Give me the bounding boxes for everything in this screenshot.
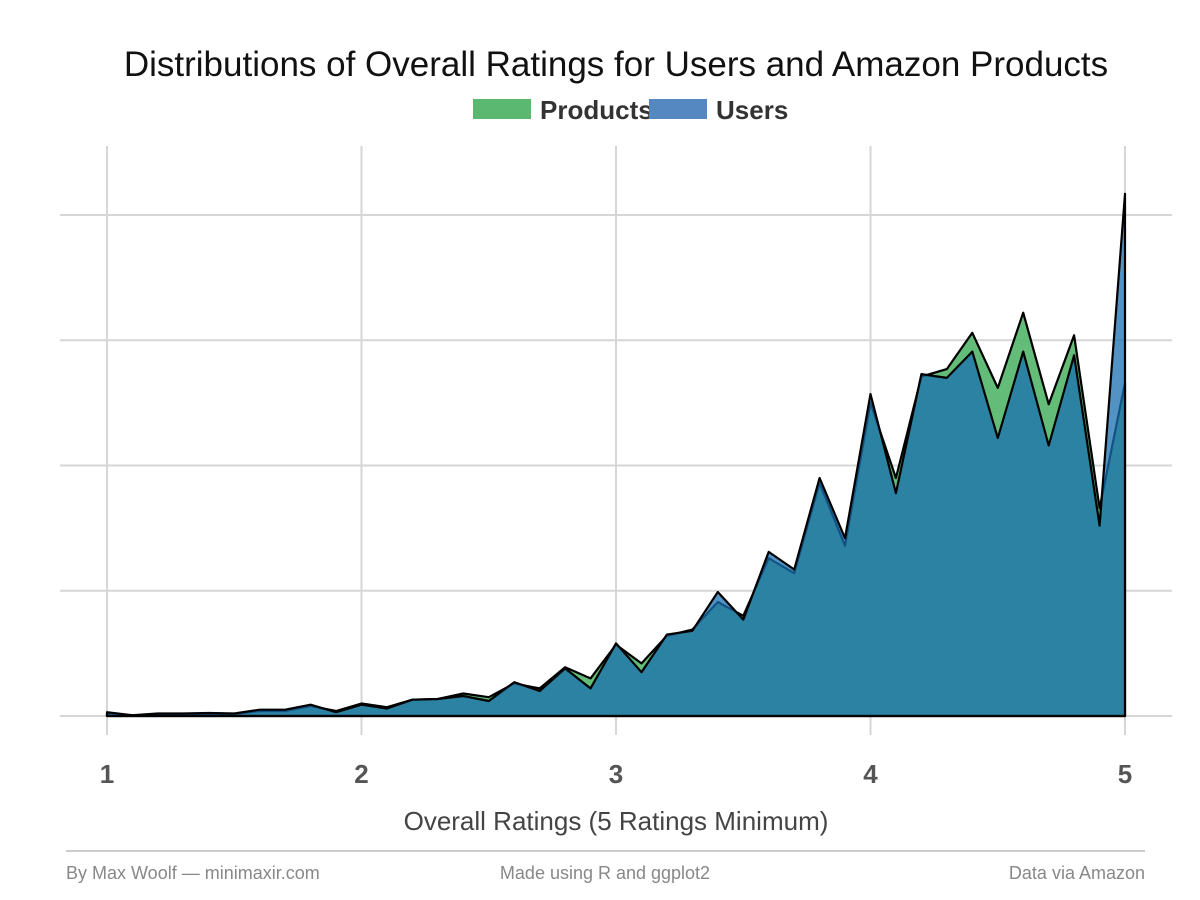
area-users [105, 192, 1127, 718]
chart-title: Distributions of Overall Ratings for Use… [124, 45, 1108, 84]
x-tick-label: 5 [1118, 759, 1132, 789]
legend-swatch-users [649, 99, 707, 119]
footer-credit: By Max Woolf — minimaxir.com [66, 863, 320, 883]
x-tick-label: 4 [863, 759, 878, 789]
x-tick-label: 2 [354, 759, 368, 789]
legend-label-users: Users [716, 95, 788, 125]
legend: Products Users [473, 95, 788, 125]
legend-swatch-products [473, 99, 531, 119]
plot-areas [105, 192, 1127, 718]
legend-label-products: Products [540, 95, 653, 125]
footer-source: Data via Amazon [1009, 863, 1145, 883]
x-tick-label: 1 [100, 759, 114, 789]
x-axis-ticks: 1 2 3 4 5 [100, 759, 1132, 789]
x-axis-title: Overall Ratings (5 Ratings Minimum) [404, 806, 829, 836]
x-tick-label: 3 [609, 759, 623, 789]
footer-tool: Made using R and ggplot2 [500, 863, 710, 883]
